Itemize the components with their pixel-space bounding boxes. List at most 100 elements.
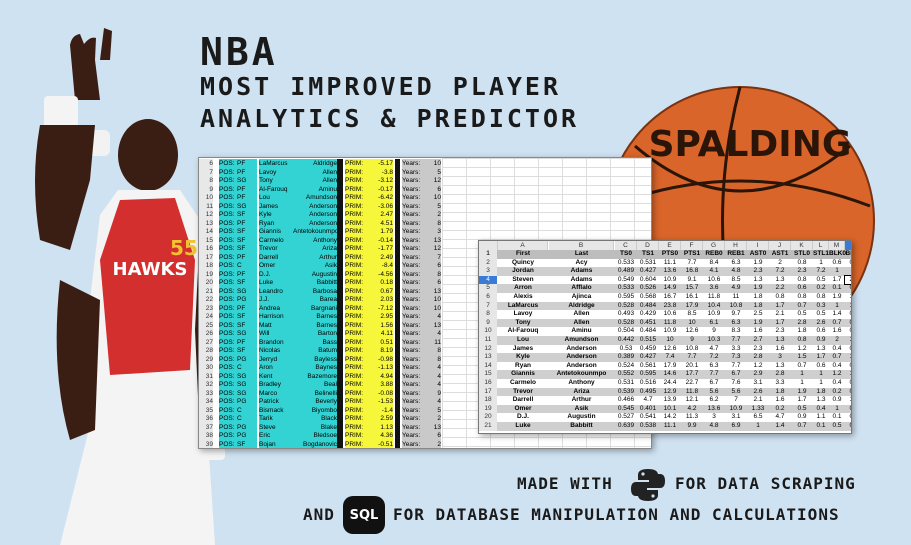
- stat-cell[interactable]: 0.495: [639, 387, 657, 395]
- stat-cell[interactable]: 0.6: [832, 258, 842, 266]
- pos-label[interactable]: POS:: [219, 405, 237, 415]
- stat-cell[interactable]: 12.9: [663, 387, 677, 395]
- prim-label[interactable]: PRIM:: [345, 286, 371, 296]
- stat-cell[interactable]: 0.6: [845, 379, 851, 388]
- years-label[interactable]: Years:: [402, 269, 425, 279]
- stat-cell[interactable]: 1.4: [775, 422, 785, 429]
- row-number[interactable]: 30: [199, 363, 213, 372]
- years-value-cell[interactable]: 13: [425, 286, 441, 296]
- pos-label[interactable]: POS:: [219, 303, 237, 313]
- stat-cell[interactable]: 3.1: [753, 379, 763, 386]
- pos-label[interactable]: POS:: [219, 244, 237, 253]
- prim-label[interactable]: PRIM:: [345, 371, 371, 381]
- prim-value-cell[interactable]: 0.67: [371, 286, 393, 296]
- stat-cell[interactable]: 2.7: [753, 336, 763, 343]
- stat-cell[interactable]: 1: [819, 379, 823, 386]
- stat-cell[interactable]: 1: [800, 379, 804, 386]
- row-number[interactable]: 37: [199, 422, 213, 432]
- stat-cell[interactable]: 6.5: [753, 413, 763, 421]
- stat-cell[interactable]: 2.1: [753, 396, 763, 404]
- stat-cell[interactable]: 2.3: [775, 327, 785, 335]
- first-name-cell[interactable]: Leandro: [259, 286, 293, 296]
- years-label[interactable]: Years:: [402, 439, 425, 448]
- stat-cell[interactable]: 10.1: [663, 404, 677, 412]
- prim-value-cell[interactable]: 2.03: [371, 295, 393, 304]
- stat-cell[interactable]: 7.7: [687, 258, 697, 266]
- prim-value-cell[interactable]: -3.8: [371, 167, 393, 177]
- prim-value-cell[interactable]: 2.59: [371, 414, 393, 423]
- pos-label[interactable]: POS:: [219, 184, 237, 194]
- stat-cell[interactable]: 0.427: [639, 353, 657, 361]
- last-name-cell[interactable]: Bayless: [293, 354, 337, 364]
- row-number[interactable]: 18: [479, 396, 497, 405]
- first-name-cell[interactable]: Tony: [515, 318, 531, 326]
- first-name-cell[interactable]: Luke: [259, 278, 293, 287]
- stat-cell[interactable]: 4.1: [709, 267, 719, 275]
- first-name-cell[interactable]: Omer: [514, 404, 532, 412]
- stat-cell[interactable]: 0.4: [832, 379, 842, 386]
- position-cell[interactable]: PF: [237, 337, 257, 347]
- stat-cell[interactable]: 2.8: [753, 353, 763, 361]
- stat-cell[interactable]: 0.442: [617, 336, 635, 343]
- stat-cell[interactable]: 13.6: [663, 267, 677, 275]
- first-name-cell[interactable]: Ryan: [515, 361, 531, 369]
- years-value-cell[interactable]: 12: [425, 244, 441, 253]
- stat-cell[interactable]: 10.6: [663, 310, 677, 318]
- prim-label[interactable]: PRIM:: [345, 235, 371, 245]
- position-cell[interactable]: PF: [237, 252, 257, 262]
- years-value-cell[interactable]: 13: [425, 235, 441, 245]
- stat-cell[interactable]: 3.6: [709, 284, 719, 292]
- position-cell[interactable]: PG: [237, 295, 257, 304]
- position-cell[interactable]: PF: [237, 159, 257, 168]
- stat-cell[interactable]: 0.7: [797, 422, 807, 429]
- stat-cell[interactable]: 3: [712, 413, 716, 421]
- position-cell[interactable]: PF: [237, 269, 257, 279]
- years-value-cell[interactable]: 13: [425, 320, 441, 330]
- prim-value-cell[interactable]: -4.56: [371, 269, 393, 279]
- prim-value-cell[interactable]: 0.18: [371, 278, 393, 287]
- stat-cell[interactable]: 1.3: [775, 275, 785, 283]
- last-name-cell[interactable]: Ariza: [293, 244, 337, 253]
- stat-cell[interactable]: 11.1: [663, 422, 677, 429]
- first-name-cell[interactable]: Tony: [259, 176, 293, 185]
- last-name-cell[interactable]: Aminu: [571, 327, 592, 335]
- first-name-cell[interactable]: Trevor: [259, 244, 293, 253]
- prim-label[interactable]: PRIM:: [345, 380, 371, 389]
- prim-label[interactable]: PRIM:: [345, 295, 371, 304]
- years-label[interactable]: Years:: [402, 346, 425, 355]
- row-number[interactable]: 29: [199, 354, 213, 364]
- pos-label[interactable]: POS:: [219, 278, 237, 287]
- stat-cell[interactable]: 10: [666, 336, 674, 343]
- stat-cell[interactable]: 2.3: [797, 267, 807, 275]
- years-label[interactable]: Years:: [402, 303, 425, 313]
- years-label[interactable]: Years:: [402, 193, 425, 202]
- stat-cell[interactable]: 1.8: [816, 387, 826, 395]
- stat-cell[interactable]: 10.9: [707, 310, 721, 318]
- stat-cell[interactable]: PTS1: [683, 250, 701, 257]
- pos-label[interactable]: POS:: [219, 269, 237, 279]
- stat-cell[interactable]: 4.7: [775, 413, 785, 421]
- row-number[interactable]: 39: [199, 439, 213, 448]
- prim-label[interactable]: PRIM:: [345, 269, 371, 279]
- years-value-cell[interactable]: 10: [425, 193, 441, 202]
- last-name-cell[interactable]: Adams: [570, 267, 593, 275]
- first-name-cell[interactable]: Steve: [259, 422, 293, 432]
- stat-cell[interactable]: 0.524: [617, 361, 635, 369]
- stat-cell[interactable]: 1.6: [753, 327, 763, 335]
- stat-cell[interactable]: 16.1: [685, 293, 699, 300]
- last-name-cell[interactable]: Antetokounmpo: [293, 227, 339, 236]
- stat-cell[interactable]: 8.4: [709, 258, 719, 266]
- stat-cell[interactable]: 13.6: [707, 404, 721, 412]
- stat-cell[interactable]: 0.3: [845, 345, 851, 354]
- stat-cell[interactable]: 11.8: [663, 318, 677, 326]
- stat-cell[interactable]: 0.533: [617, 284, 635, 292]
- pos-label[interactable]: POS:: [219, 354, 237, 364]
- stat-cell[interactable]: 0.401: [639, 404, 657, 412]
- stat-cell[interactable]: 6.7: [709, 379, 719, 386]
- last-name-cell[interactable]: Arthur: [293, 252, 337, 262]
- first-name-cell[interactable]: Al-Farouq: [507, 327, 539, 335]
- pos-label[interactable]: POS:: [219, 167, 237, 177]
- stat-cell[interactable]: 1.2: [797, 344, 807, 352]
- stat-cell[interactable]: 20.1: [685, 361, 699, 369]
- first-name-cell[interactable]: Kyle: [259, 210, 293, 219]
